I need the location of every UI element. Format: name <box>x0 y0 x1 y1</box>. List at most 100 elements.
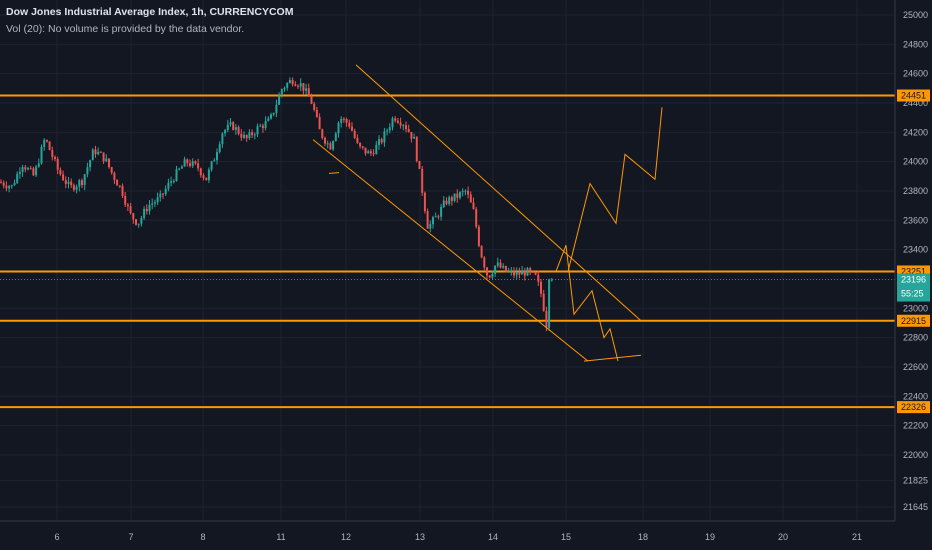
y-tick-label: 24800 <box>903 39 928 49</box>
candle-body <box>429 224 432 229</box>
candle-body <box>197 163 200 169</box>
candle-body <box>513 270 515 276</box>
candle-body <box>334 133 337 142</box>
x-tick-label: 7 <box>128 532 133 542</box>
x-tick-label: 6 <box>54 532 59 542</box>
candlestick-series <box>0 77 553 332</box>
candle-body <box>178 168 181 170</box>
candle-body <box>140 217 143 224</box>
candle-body <box>496 262 499 266</box>
bullish-scenario-path <box>567 107 663 272</box>
candle-body <box>388 127 391 131</box>
y-tick-label: 22000 <box>903 450 928 460</box>
candle-body <box>135 219 137 225</box>
time-axis-bg <box>0 521 895 550</box>
x-tick-label: 14 <box>488 532 498 542</box>
x-tick-label: 21 <box>852 532 862 542</box>
candle-body <box>550 279 553 281</box>
channel-dash-mark <box>328 172 340 174</box>
y-tick-label: 21645 <box>903 502 928 512</box>
price-axis[interactable]: 25000 24800 24600 24400 24200 24000 23800 23600… <box>894 0 932 550</box>
candle-body <box>467 190 470 195</box>
candle-body <box>299 83 302 87</box>
candle-body <box>288 79 291 84</box>
candle-body <box>270 114 272 119</box>
candle-body <box>0 182 2 184</box>
candle-body <box>224 130 227 134</box>
candle-body <box>253 134 256 136</box>
candle-body <box>286 83 289 88</box>
candle-body <box>540 281 542 294</box>
candle-body <box>213 160 216 162</box>
current-price-tag <box>897 273 930 302</box>
volume-note: No volume is provided by the data vendor… <box>48 23 245 35</box>
candle-body <box>477 226 480 247</box>
candle-body <box>364 147 367 154</box>
candle-body <box>542 293 545 311</box>
candle-body <box>191 161 194 166</box>
candle-body <box>64 180 67 184</box>
candle-body <box>348 122 351 127</box>
candle-body <box>164 188 167 195</box>
candle-body <box>205 177 208 181</box>
candle-body <box>232 122 235 130</box>
trend-drawings <box>312 64 663 362</box>
candle-body <box>207 169 210 181</box>
y-tick-label: 24400 <box>903 98 928 108</box>
candle-body <box>70 181 73 186</box>
candle-body <box>502 265 505 268</box>
candle-body <box>345 118 348 123</box>
horizontal-levels <box>0 94 895 409</box>
candle-body <box>423 192 426 212</box>
level-price-tag <box>897 401 930 414</box>
y-tick-label: 25000 <box>903 10 928 20</box>
candle-body <box>375 144 378 155</box>
y-tick-label: 22200 <box>903 421 928 431</box>
candle-body <box>32 168 35 176</box>
candle-body <box>521 270 524 275</box>
y-tick-label: 24200 <box>903 127 928 137</box>
level-price-label: 23251 <box>901 266 926 276</box>
candle-body <box>216 152 218 161</box>
candle-body <box>302 83 305 91</box>
candle-body <box>121 186 124 196</box>
grid-lines <box>0 0 895 521</box>
candle-body <box>137 223 140 225</box>
candle-body <box>450 197 453 201</box>
x-tick-label: 20 <box>778 532 788 542</box>
candle-body <box>472 202 475 210</box>
candle-body <box>37 163 40 167</box>
candle-body <box>29 168 32 170</box>
candle-body <box>75 186 78 190</box>
x-tick-label: 15 <box>561 532 571 542</box>
candle-body <box>310 96 313 104</box>
x-tick-label: 11 <box>276 532 285 542</box>
candle-body <box>534 271 537 275</box>
current-price-label: 23196 <box>901 275 926 285</box>
candle-body <box>340 118 343 123</box>
candle-body <box>2 182 5 186</box>
candle-body <box>264 121 267 129</box>
y-tick-label: 23000 <box>903 303 928 313</box>
countdown-label: 55:25 <box>901 289 924 299</box>
candle-body <box>386 130 389 132</box>
candle-body <box>291 79 294 85</box>
candle-body <box>272 112 275 115</box>
candle-body <box>445 200 448 204</box>
candle-body <box>442 200 445 207</box>
candle-body <box>494 265 497 274</box>
candle-body <box>480 246 483 258</box>
candle-body <box>275 104 278 113</box>
candle-body <box>5 185 8 189</box>
candle-body <box>267 118 270 122</box>
candle-body <box>456 193 459 198</box>
candle-body <box>402 125 405 127</box>
candle-body <box>194 161 197 164</box>
time-axis[interactable]: 6 7 8 11 12 13 14 15 18 19 20 21 <box>0 520 895 550</box>
level-price-label: 22326 <box>901 402 926 412</box>
candle-body <box>324 137 326 144</box>
candle-body <box>143 208 146 218</box>
candle-body <box>13 183 16 186</box>
candle-body <box>97 151 100 155</box>
